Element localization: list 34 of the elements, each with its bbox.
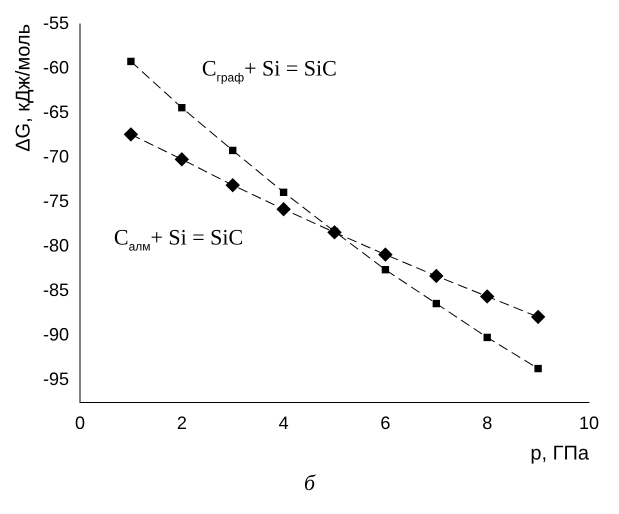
y-tick-label: -90 bbox=[43, 324, 70, 345]
y-tick-label: -65 bbox=[43, 102, 70, 122]
point bbox=[276, 202, 291, 216]
x-tick-label: 4 bbox=[278, 413, 289, 434]
point bbox=[531, 310, 546, 324]
x-tick-label: 8 bbox=[482, 413, 492, 434]
y-axis-title: ΔG, кДж/моль bbox=[12, 24, 35, 152]
x-axis-title: p, ГПа bbox=[530, 442, 590, 465]
point bbox=[484, 334, 491, 342]
x-tick-label: 6 bbox=[380, 413, 390, 434]
y-tick-label: -80 bbox=[43, 236, 70, 256]
x-tick-label: 2 bbox=[176, 413, 187, 434]
y-tick-label: -95 bbox=[43, 369, 70, 390]
point bbox=[382, 266, 390, 274]
point bbox=[124, 127, 138, 142]
point bbox=[429, 268, 444, 283]
point bbox=[229, 146, 236, 154]
x-tick-label: 10 bbox=[578, 413, 600, 434]
point bbox=[534, 364, 542, 372]
y-tick-label: -60 bbox=[43, 57, 70, 78]
y-tick-label: -70 bbox=[43, 146, 70, 167]
text: б bbox=[302, 470, 316, 496]
point bbox=[174, 152, 189, 166]
point bbox=[280, 188, 288, 196]
y-tick-label: -85 bbox=[43, 280, 70, 300]
point bbox=[432, 300, 440, 308]
point bbox=[226, 178, 240, 192]
y-tick-label: -75 bbox=[43, 191, 70, 212]
x-tick-label: 0 bbox=[75, 413, 86, 434]
y-tick-label: -55 bbox=[43, 12, 70, 33]
point bbox=[378, 248, 392, 262]
point bbox=[480, 289, 494, 304]
point bbox=[178, 104, 186, 112]
point bbox=[127, 58, 135, 66]
